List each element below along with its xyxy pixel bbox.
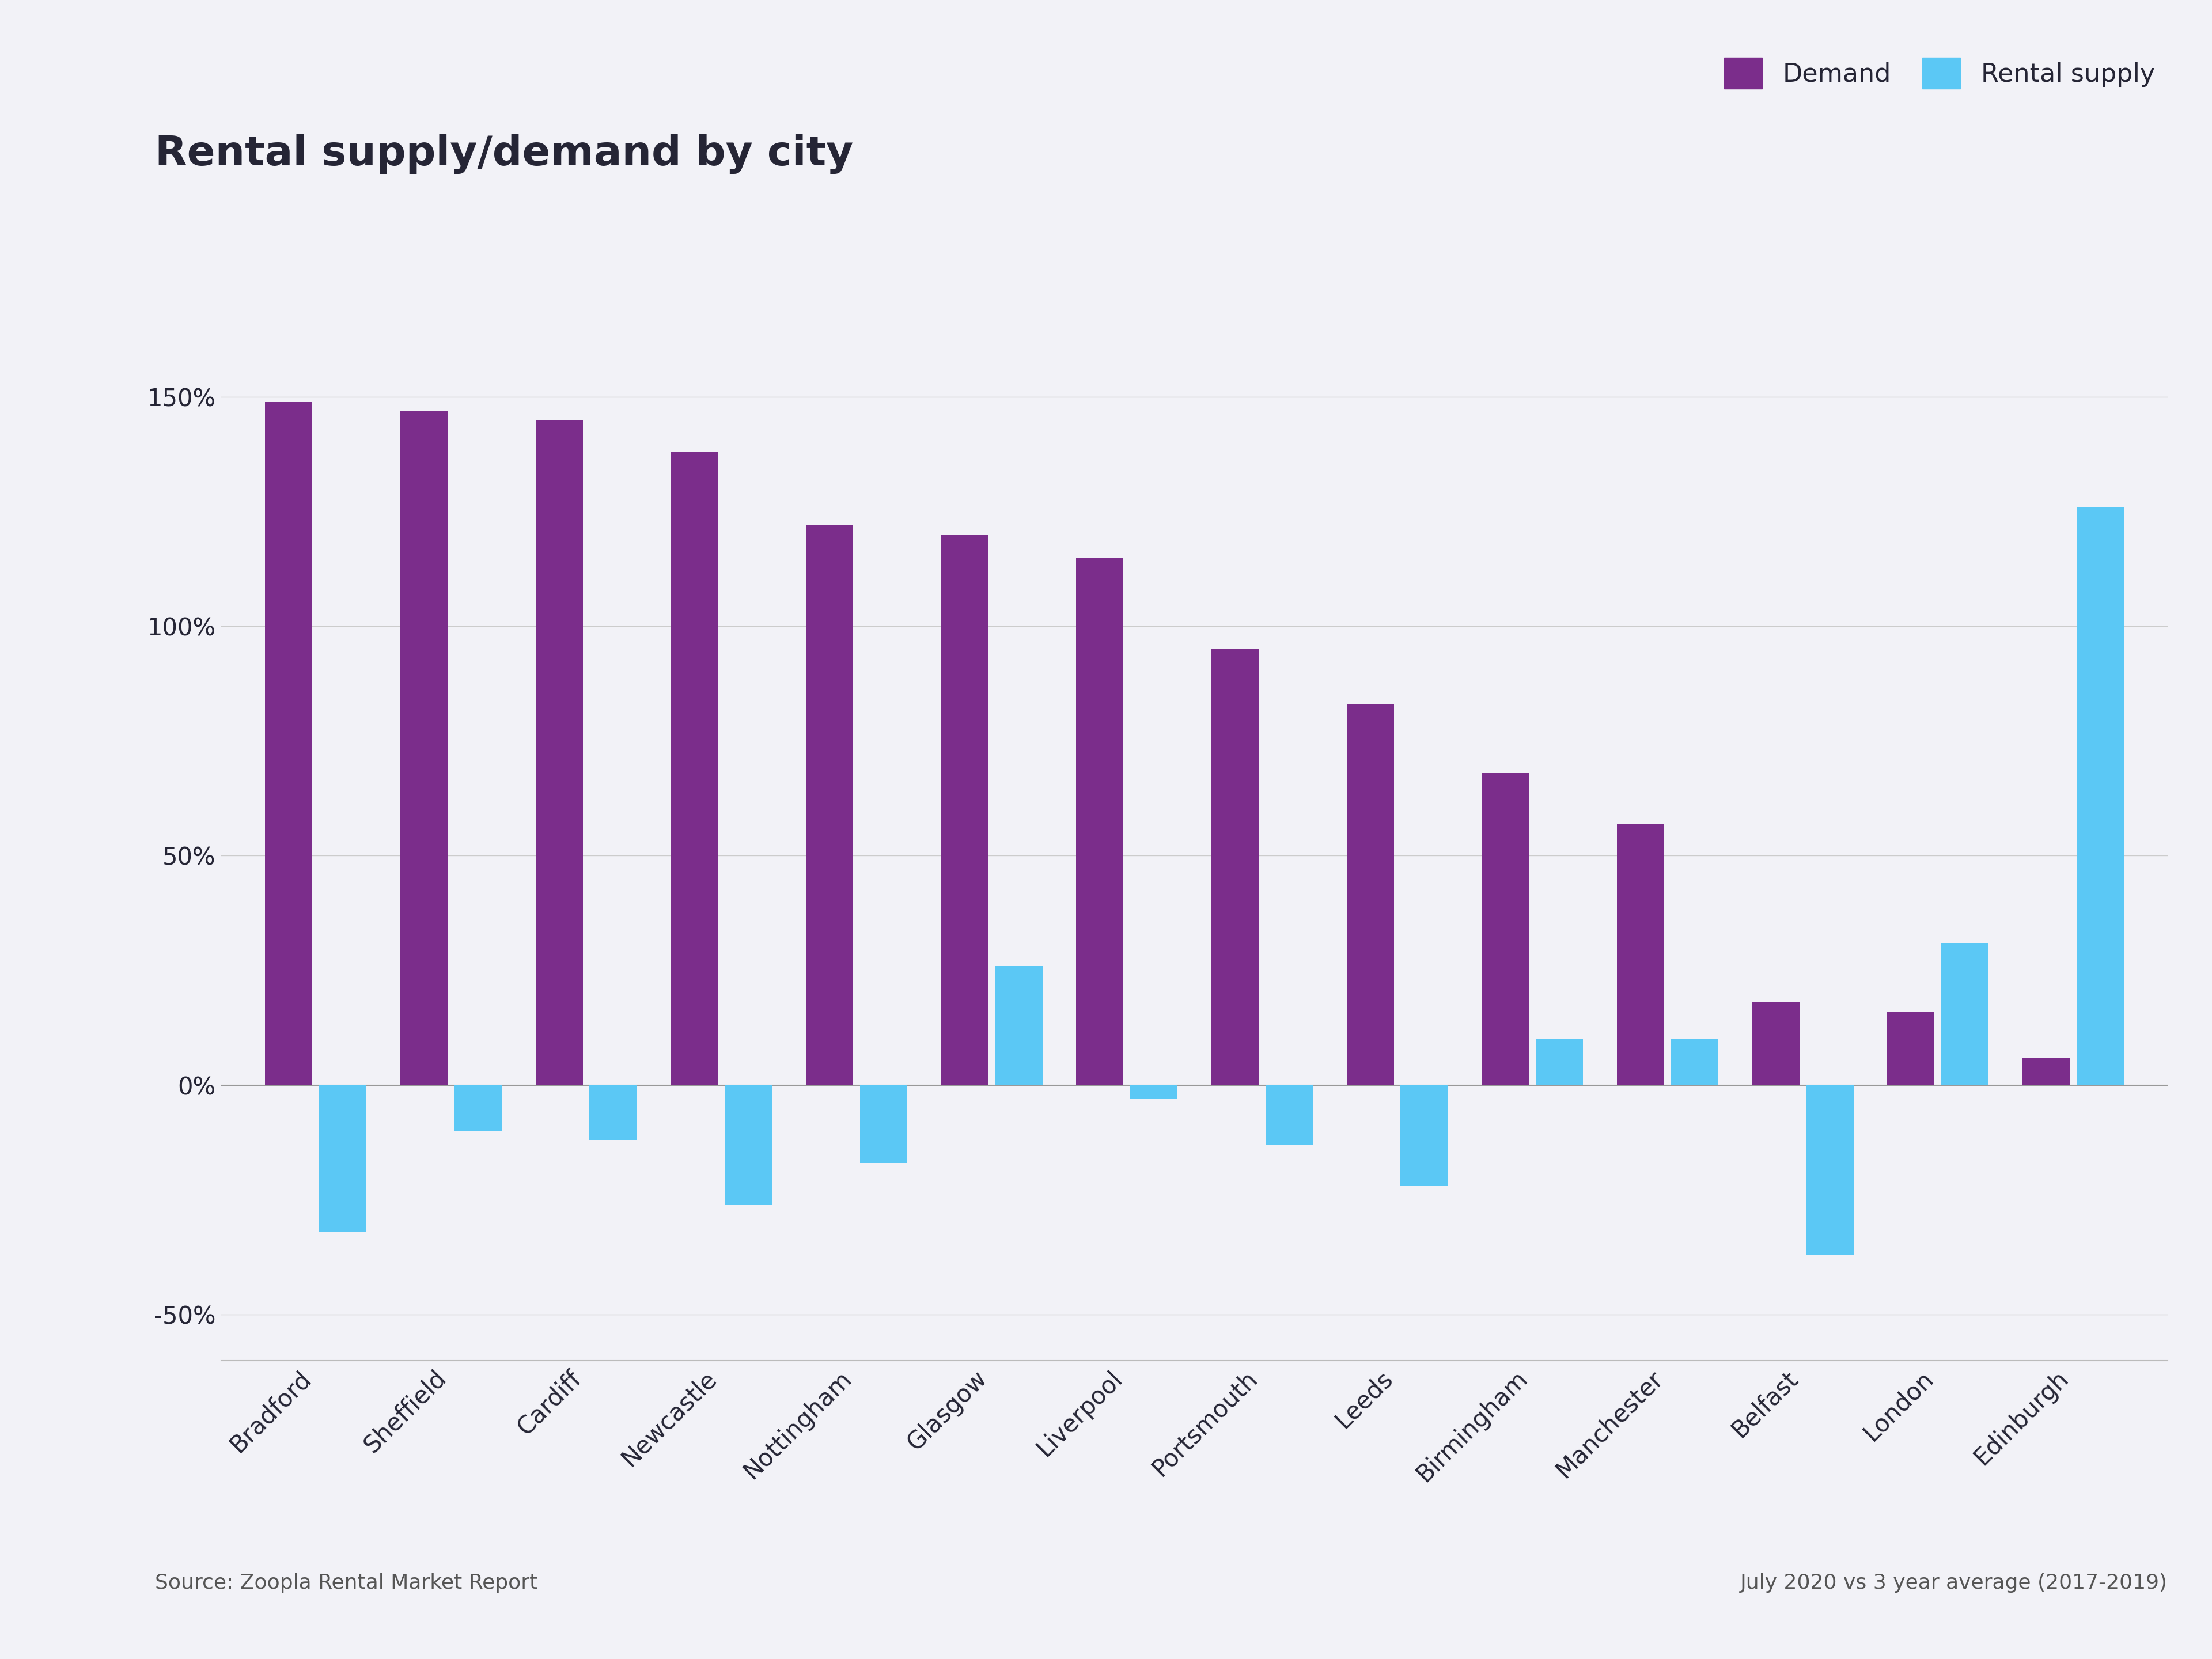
- Bar: [591, 1085, 637, 1140]
- Bar: [995, 966, 1042, 1085]
- Bar: [2077, 508, 2124, 1085]
- Bar: [265, 401, 312, 1085]
- Bar: [1130, 1085, 1177, 1098]
- Bar: [400, 410, 447, 1085]
- Legend: Demand, Rental supply: Demand, Rental supply: [1723, 58, 2154, 90]
- Bar: [860, 1085, 907, 1163]
- Bar: [1617, 823, 1663, 1085]
- Bar: [1265, 1085, 1312, 1145]
- Bar: [1942, 942, 1989, 1085]
- Bar: [453, 1085, 502, 1131]
- Text: Rental supply/demand by city: Rental supply/demand by city: [155, 134, 854, 174]
- Text: July 2020 vs 3 year average (2017-2019): July 2020 vs 3 year average (2017-2019): [1741, 1573, 2168, 1593]
- Bar: [2022, 1057, 2070, 1085]
- Bar: [805, 526, 854, 1085]
- Bar: [1077, 557, 1124, 1085]
- Text: Source: Zoopla Rental Market Report: Source: Zoopla Rental Market Report: [155, 1573, 538, 1593]
- Bar: [1347, 703, 1394, 1085]
- Bar: [1535, 1039, 1584, 1085]
- Bar: [1887, 1012, 1936, 1085]
- Bar: [726, 1085, 772, 1204]
- Bar: [940, 534, 989, 1085]
- Bar: [1482, 773, 1528, 1085]
- Bar: [1752, 1002, 1798, 1085]
- Bar: [535, 420, 582, 1085]
- Bar: [670, 451, 719, 1085]
- Bar: [1670, 1039, 1719, 1085]
- Bar: [319, 1085, 367, 1233]
- Bar: [1807, 1085, 1854, 1254]
- Bar: [1212, 649, 1259, 1085]
- Bar: [1400, 1085, 1449, 1186]
